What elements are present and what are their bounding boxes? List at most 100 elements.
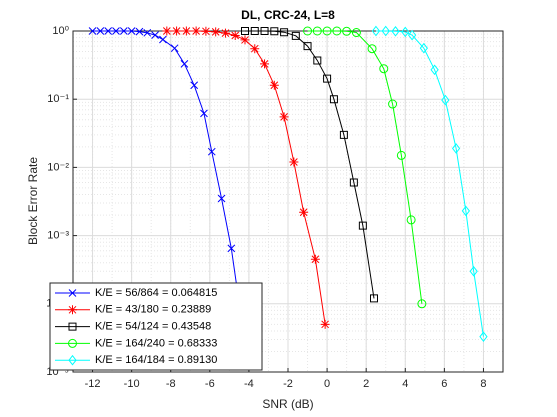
series-line <box>307 30 423 304</box>
marker <box>381 25 390 37</box>
marker <box>407 29 417 41</box>
marker <box>143 28 152 37</box>
legend-label: K/E = 54/124 = 0.43548 <box>95 321 211 333</box>
marker <box>68 305 77 315</box>
marker <box>127 27 136 35</box>
marker <box>68 354 77 366</box>
series-line <box>375 30 484 337</box>
marker <box>159 35 167 44</box>
legend-label: K/E = 56/864 = 0.064815 <box>95 287 217 299</box>
x-tick-label: -8 <box>166 378 176 390</box>
marker <box>227 244 236 253</box>
marker <box>280 28 289 37</box>
series-line <box>92 30 242 317</box>
marker <box>303 26 313 36</box>
marker <box>96 27 105 35</box>
marker <box>367 44 377 54</box>
marker <box>370 294 378 303</box>
marker <box>112 27 120 35</box>
marker <box>391 25 400 37</box>
y-tick-label: 10⁻³ <box>47 230 69 242</box>
marker <box>191 26 201 36</box>
marker <box>240 35 250 45</box>
marker <box>371 25 381 37</box>
marker <box>479 331 488 342</box>
y-tick-label: 10⁻¹ <box>47 93 69 105</box>
marker <box>181 26 191 36</box>
marker <box>190 81 199 90</box>
marker <box>68 338 78 348</box>
marker <box>250 27 259 35</box>
marker <box>441 94 450 106</box>
x-tick-label: 6 <box>441 378 447 390</box>
marker <box>358 221 367 230</box>
marker <box>469 265 478 277</box>
marker <box>329 95 338 104</box>
x-tick-label: 2 <box>363 378 369 390</box>
marker <box>310 254 320 264</box>
marker <box>260 27 269 35</box>
legend-label: K/E = 164/240 = 0.68333 <box>95 337 217 349</box>
y-axis-label: Block Error Rate <box>26 157 40 245</box>
marker <box>68 289 77 297</box>
y-tick-label: 10⁻² <box>47 161 69 173</box>
marker <box>339 130 348 139</box>
marker <box>417 299 427 309</box>
marker <box>351 28 361 38</box>
marker <box>211 27 221 37</box>
marker <box>299 207 309 217</box>
x-tick-label: 8 <box>480 378 486 390</box>
x-axis-label: SNR (dB) <box>262 397 313 411</box>
marker <box>241 27 249 35</box>
marker <box>172 26 182 36</box>
marker <box>303 42 312 51</box>
marker <box>230 30 240 40</box>
marker <box>119 27 128 35</box>
marker <box>342 26 352 36</box>
marker <box>291 31 300 40</box>
y-tick-label: 10⁰ <box>52 25 69 37</box>
marker <box>349 178 358 187</box>
marker <box>269 80 279 90</box>
marker <box>180 59 189 68</box>
marker <box>323 74 332 83</box>
marker <box>379 64 389 74</box>
x-tick-label: -12 <box>85 378 101 390</box>
marker <box>88 27 97 35</box>
marker <box>313 56 322 65</box>
marker <box>170 44 179 53</box>
marker <box>430 64 439 76</box>
marker <box>332 26 342 36</box>
marker <box>104 27 113 35</box>
x-tick-label: -10 <box>124 378 140 390</box>
marker <box>401 26 410 38</box>
x-tick-label: 0 <box>324 378 330 390</box>
marker <box>217 194 226 203</box>
marker <box>312 26 322 36</box>
marker <box>388 99 398 109</box>
marker <box>322 26 332 36</box>
x-tick-label: -2 <box>283 378 293 390</box>
marker <box>68 322 77 331</box>
marker <box>135 27 144 36</box>
marker <box>451 143 461 154</box>
x-tick-label: -6 <box>205 378 215 390</box>
marker <box>201 26 211 36</box>
marker <box>250 44 260 54</box>
series-line <box>245 30 375 299</box>
legend-label: K/E = 164/184 = 0.89130 <box>95 354 217 366</box>
marker <box>320 319 330 329</box>
marker <box>151 31 159 39</box>
marker <box>207 147 216 156</box>
marker <box>162 26 172 36</box>
marker <box>220 28 230 38</box>
marker <box>396 150 406 160</box>
x-tick-label: 4 <box>402 378 408 390</box>
marker <box>419 42 428 54</box>
marker <box>279 112 289 122</box>
marker <box>270 27 279 36</box>
x-tick-label: -4 <box>244 378 254 390</box>
marker <box>289 157 299 167</box>
marker <box>260 59 270 69</box>
marker <box>406 215 416 225</box>
